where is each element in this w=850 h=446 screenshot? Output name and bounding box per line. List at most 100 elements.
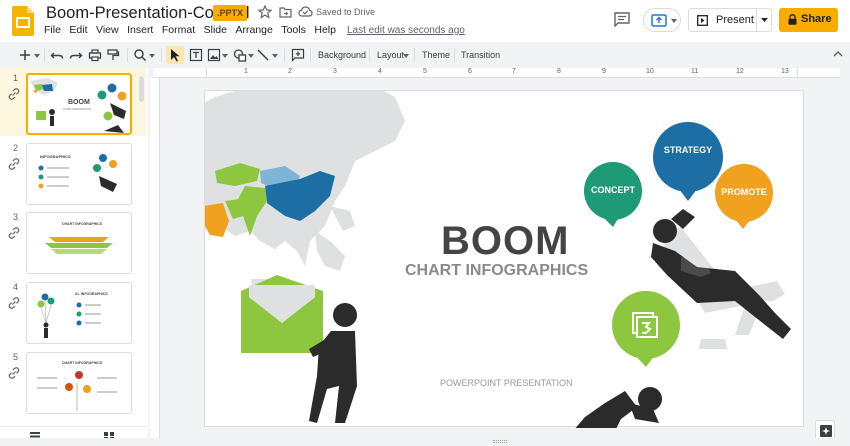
- slide-thumbnail-3[interactable]: CHART INFOGRAPHICS: [26, 212, 132, 274]
- zoom-icon[interactable]: [133, 47, 147, 63]
- present-to-meeting-icon: [651, 14, 667, 27]
- thumbnail-subtitle: CHART INFOGRAPHICS: [63, 108, 92, 111]
- toolbar-divider: [127, 48, 128, 62]
- zoom-chevron-icon[interactable]: [149, 54, 155, 58]
- ruler-mark: 6: [468, 68, 472, 75]
- play-icon: [697, 15, 708, 26]
- vertical-ruler[interactable]: [150, 78, 160, 438]
- present-button[interactable]: Present: [688, 8, 772, 32]
- present-divider: [756, 9, 757, 31]
- redo-icon[interactable]: [69, 47, 83, 63]
- slide-editor[interactable]: BOOM CHART INFOGRAPHICS POWERPOINT PRESE…: [204, 90, 804, 428]
- share-label: Share: [801, 13, 832, 25]
- document-title[interactable]: Boom-Presentation-Colorful: [46, 4, 250, 22]
- linked-slide-icon: [8, 367, 20, 379]
- slide-subtitle[interactable]: CHART INFOGRAPHICS: [405, 262, 589, 279]
- strategy-label: STRATEGY: [663, 145, 713, 155]
- slide-thumbnail-2[interactable]: INFOGRAPHICS: [26, 143, 132, 205]
- lock-icon: [788, 14, 797, 25]
- chevron-down-icon: [671, 19, 677, 23]
- transition-button[interactable]: Transition: [461, 50, 501, 60]
- linked-slide-icon: [8, 297, 20, 309]
- new-slide-plus-icon[interactable]: [18, 47, 32, 63]
- menu-arrange[interactable]: Arrange: [235, 24, 273, 36]
- file-type-badge: .PPTX: [213, 5, 248, 21]
- undo-icon[interactable]: [50, 47, 64, 63]
- save-status: Saved to Drive: [316, 7, 376, 17]
- speaker-notes-handle[interactable]: [493, 440, 507, 443]
- new-slide-chevron-icon[interactable]: [34, 54, 40, 58]
- toolbar-divider: [161, 48, 162, 62]
- add-comment-icon[interactable]: [291, 47, 305, 63]
- image-chevron-icon[interactable]: [222, 54, 228, 58]
- layout-chevron-icon[interactable]: [403, 54, 409, 58]
- menu-view[interactable]: View: [96, 24, 119, 36]
- ruler-mark: 9: [602, 68, 606, 75]
- line-icon[interactable]: [256, 47, 270, 63]
- envelope-person-icon: [241, 275, 357, 423]
- ruler-mark: 4: [378, 68, 382, 75]
- line-chevron-icon[interactable]: [272, 54, 278, 58]
- horizontal-ruler[interactable]: 1 2 3 4 5 6 7 8 9 10 11 12 13: [154, 68, 840, 78]
- filmstrip-scrollbar[interactable]: [139, 76, 144, 102]
- linked-slide-icon: [8, 158, 20, 170]
- ruler-mark: 1: [244, 68, 248, 75]
- share-button[interactable]: Share: [779, 8, 838, 32]
- comment-history-icon[interactable]: [614, 12, 630, 27]
- image-icon[interactable]: [207, 47, 221, 63]
- thumbnail-infographic-icon: [38, 154, 117, 192]
- toolbar-divider: [310, 48, 311, 62]
- slide-footer[interactable]: POWERPOINT PRESENTATION: [440, 378, 573, 388]
- print-icon[interactable]: [88, 47, 102, 63]
- menu-insert[interactable]: Insert: [127, 24, 154, 36]
- chart-bubble-icon: [612, 291, 680, 367]
- thumbnail-title: CHART INFOGRAPHICS: [62, 361, 103, 365]
- slide-thumbnail-1[interactable]: BOOM CHART INFOGRAPHICS: [26, 73, 132, 135]
- collapse-toolbar-icon[interactable]: [833, 51, 843, 57]
- toolbar-divider: [284, 48, 285, 62]
- menu-file[interactable]: File: [44, 24, 61, 36]
- menu-help[interactable]: Help: [314, 24, 336, 36]
- thumbnail-pyramid-icon: [45, 237, 113, 254]
- slide-title[interactable]: BOOM: [441, 219, 570, 263]
- text-box-icon[interactable]: [189, 47, 203, 63]
- concept-label: CONCEPT: [590, 185, 635, 195]
- shape-chevron-icon[interactable]: [248, 54, 254, 58]
- select-tool-button[interactable]: [166, 46, 184, 64]
- move-folder-icon[interactable]: [279, 6, 292, 18]
- toolbar-divider: [369, 48, 370, 62]
- slides-logo-icon[interactable]: [12, 6, 34, 36]
- present-label: Present: [716, 14, 754, 26]
- last-edit-link[interactable]: Last edit was seconds ago: [347, 25, 465, 36]
- shape-icon[interactable]: [233, 47, 247, 63]
- toolbar-divider: [414, 48, 415, 62]
- layout-button[interactable]: Layout: [377, 50, 405, 60]
- theme-button[interactable]: Theme: [422, 50, 451, 60]
- ruler-mark: 7: [512, 68, 516, 75]
- menu-bar: File Edit View Insert Format Slide Arrange Tool…: [44, 24, 344, 36]
- meet-present-button[interactable]: [643, 8, 681, 32]
- cloud-saved-icon: [298, 6, 313, 17]
- slide-number: 3: [13, 212, 19, 222]
- asia-map-icon: [205, 91, 405, 271]
- menu-tools[interactable]: Tools: [281, 24, 306, 36]
- ruler-mark: 2: [288, 68, 292, 75]
- linked-slide-icon: [8, 227, 20, 239]
- star-icon[interactable]: [258, 5, 272, 19]
- present-options-chevron-icon[interactable]: [761, 18, 768, 22]
- ruler-mark: 13: [781, 68, 789, 75]
- slide-thumbnail-4[interactable]: 01. INFOGRAPHICS: [26, 282, 132, 344]
- background-button[interactable]: Background: [318, 50, 367, 60]
- explore-button[interactable]: [815, 420, 835, 440]
- concept-bubble: [584, 162, 642, 227]
- ruler-mark: 5: [423, 68, 427, 75]
- thumbnail-title: BOOM: [68, 99, 90, 106]
- ruler-mark: 10: [646, 68, 654, 75]
- slide-thumbnail-5[interactable]: CHART INFOGRAPHICS: [26, 352, 132, 414]
- paint-format-icon[interactable]: [106, 47, 120, 63]
- slide-artwork: [205, 91, 791, 428]
- crawling-person-icon: [575, 387, 662, 428]
- menu-slide[interactable]: Slide: [203, 24, 227, 36]
- menu-edit[interactable]: Edit: [69, 24, 88, 36]
- menu-format[interactable]: Format: [161, 24, 196, 36]
